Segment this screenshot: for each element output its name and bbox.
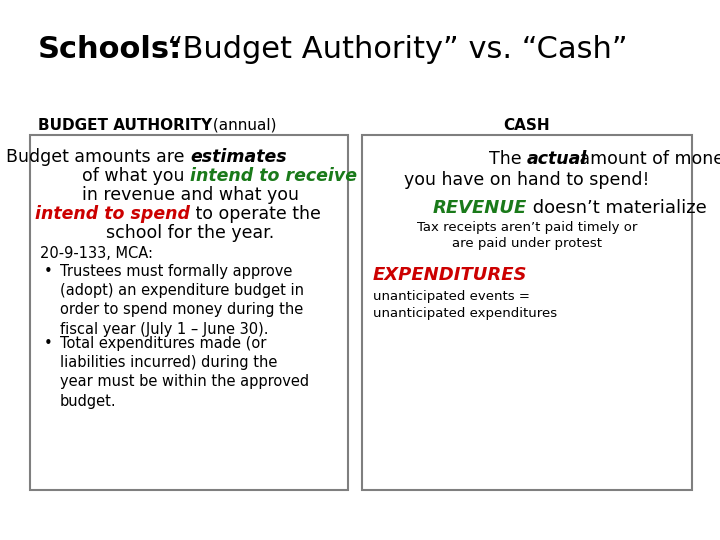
Bar [362, 135, 692, 490]
Text: unanticipated events =
unanticipated expenditures: unanticipated events = unanticipated exp… [373, 290, 557, 320]
Text: Schools:: Schools: [38, 35, 182, 64]
Text: Tax receipts aren’t paid timely or
are paid under protest: Tax receipts aren’t paid timely or are p… [417, 221, 637, 251]
Text: doesn’t materialize: doesn’t materialize [527, 199, 707, 217]
Text: •: • [44, 336, 53, 351]
Text: Total expenditures made (or
liabilities incurred) during the
year must be within: Total expenditures made (or liabilities … [60, 336, 309, 409]
Text: Trustees must formally approve
(adopt) an expenditure budget in
order to spend m: Trustees must formally approve (adopt) a… [60, 264, 304, 336]
Text: of what you: of what you [82, 167, 190, 185]
Text: CASH: CASH [504, 118, 550, 133]
Bar [30, 135, 348, 490]
Text: Budget amounts are: Budget amounts are [6, 148, 190, 166]
Text: amount of money: amount of money [574, 150, 720, 168]
Text: actual: actual [527, 150, 588, 168]
Text: intend to spend: intend to spend [35, 205, 190, 223]
Text: estimates: estimates [190, 148, 287, 166]
Text: in revenue and what you: in revenue and what you [81, 186, 299, 204]
Text: The: The [489, 150, 527, 168]
Text: school for the year.: school for the year. [106, 224, 274, 242]
Text: •: • [44, 264, 53, 279]
Text: “Budget Authority” vs. “Cash”: “Budget Authority” vs. “Cash” [148, 35, 628, 64]
Text: to operate the: to operate the [190, 205, 321, 223]
Text: BUDGET AUTHORITY: BUDGET AUTHORITY [38, 118, 212, 133]
Text: REVENUE: REVENUE [433, 199, 527, 217]
Text: intend to receive: intend to receive [190, 167, 357, 185]
Text: 20-9-133, MCA:: 20-9-133, MCA: [40, 246, 153, 261]
Text: EXPENDITURES: EXPENDITURES [373, 266, 528, 284]
Text: you have on hand to spend!: you have on hand to spend! [405, 171, 649, 189]
Text: (annual): (annual) [208, 118, 276, 133]
